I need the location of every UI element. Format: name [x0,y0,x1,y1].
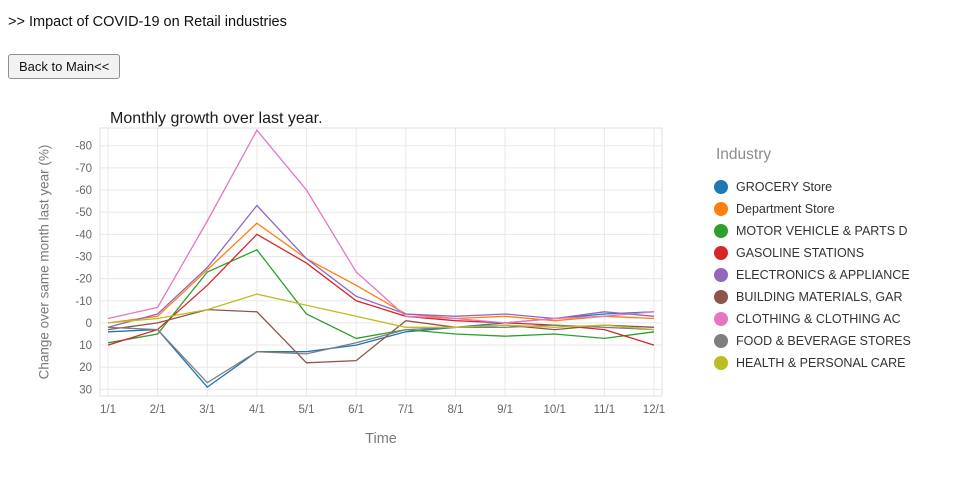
y-tick-label: -70 [75,163,92,175]
x-tick-label: 4/1 [249,404,265,416]
series-line-2 [107,248,655,344]
y-tick-label: -40 [75,229,92,241]
legend-item: BUILDING MATERIALS, GAR [714,286,911,308]
legend-item-label: GASOLINE STATIONS [736,246,865,260]
x-tick-label: 11/1 [594,404,616,416]
y-tick-label: -30 [75,251,92,263]
legend-color-dot-icon [714,246,728,260]
series-line-8 [107,293,655,331]
page-heading: >> Impact of COVID-19 on Retail industri… [8,14,287,30]
x-tick-label: 1/1 [100,404,116,416]
chart-canvas: -80 -70 -60 -50 -40 -30 -20 -10 0 10 20 30 1/1 2/1 3/1… [75,127,665,416]
legend-color-dot-icon [714,268,728,282]
legend-color-dot-icon [714,290,728,304]
legend-color-dot-icon [714,180,728,194]
y-tick-label: -20 [75,274,92,286]
y-tick-label: -80 [75,141,92,153]
legend-color-dot-icon [714,334,728,348]
legend-color-dot-icon [714,312,728,326]
legend-item-label: MOTOR VEHICLE & PARTS D [736,224,908,238]
y-tick-labels: -80 -70 -60 -50 -40 -30 -20 -10 0 10 20 30 [75,141,92,397]
series-line-7 [107,324,655,384]
x-tick-label: 12/1 [643,404,665,416]
legend-item-label: HEALTH & PERSONAL CARE [736,356,906,370]
legend-item: MOTOR VEHICLE & PARTS D [714,220,911,242]
plot-area [99,127,663,397]
x-tick-label: 3/1 [199,404,215,416]
legend-item-label: ELECTRONICS & APPLIANCE [736,268,910,282]
legend-item-label: Department Store [736,202,835,216]
legend-item: CLOTHING & CLOTHING AC [714,308,911,330]
y-tick-label: -10 [75,296,92,308]
y-tick-label: 30 [79,384,92,396]
legend-item-label: CLOTHING & CLOTHING AC [736,312,901,326]
legend-item-label: BUILDING MATERIALS, GAR [736,290,903,304]
y-axis-label: Change over same month last year (%) [36,144,52,380]
legend-color-dot-icon [714,224,728,238]
legend-item: Department Store [714,198,911,220]
legend-item-label: GROCERY Store [736,180,833,194]
legend-item-label: FOOD & BEVERAGE STORES [736,334,911,348]
legend-item: ELECTRONICS & APPLIANCE [714,264,911,286]
x-tick-labels: 1/1 2/1 3/1 4/1 5/1 6/1 7/1 8/1 9/1 10/1 11/1 12/1 [100,404,665,416]
y-tick-label: 20 [79,362,92,374]
back-to-main-button[interactable]: Back to Main<< [8,54,121,79]
legend-title: Industry [716,146,772,163]
x-tick-label: 2/1 [150,404,166,416]
x-tick-label: 7/1 [398,404,414,416]
y-tick-label: 0 [86,318,92,330]
y-tick-label: -50 [75,207,92,219]
legend-color-dot-icon [714,202,728,216]
y-tick-label: -60 [75,185,92,197]
legend-item: HEALTH & PERSONAL CARE [714,352,911,374]
y-tick-label: 10 [79,340,92,352]
legend-item: GROCERY Store [714,176,911,198]
legend-item: GASOLINE STATIONS [714,242,911,264]
x-axis-label: Time [365,431,397,447]
legend: GROCERY Store Department Store MOTOR VEHIC… [714,176,911,374]
legend-item: FOOD & BEVERAGE STORES [714,330,911,352]
chart-title: Monthly growth over last year. [110,110,323,127]
legend-color-dot-icon [714,356,728,370]
x-tick-label: 8/1 [447,404,463,416]
gridlines [100,128,662,396]
x-tick-label: 5/1 [299,404,315,416]
series-line-4 [107,204,655,328]
series-line-5 [107,308,655,364]
series-line-1 [107,222,655,324]
x-tick-label: 9/1 [497,404,513,416]
x-tick-label: 6/1 [348,404,364,416]
x-tick-label: 10/1 [544,404,566,416]
series-line-6 [107,129,655,324]
